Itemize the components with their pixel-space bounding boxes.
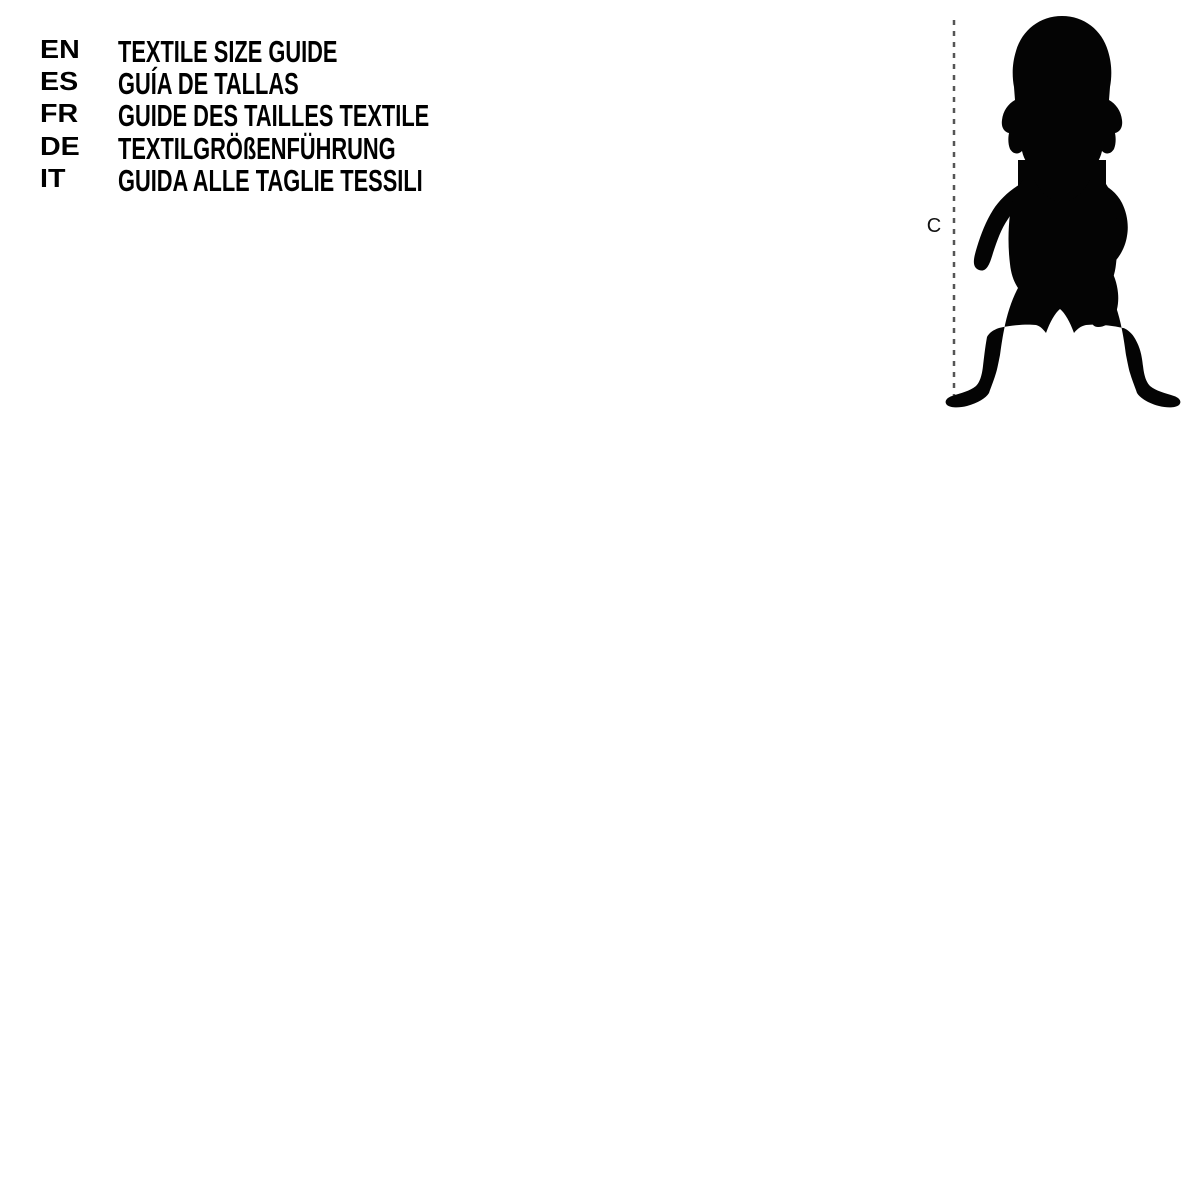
svg-text:C: C (927, 215, 941, 237)
